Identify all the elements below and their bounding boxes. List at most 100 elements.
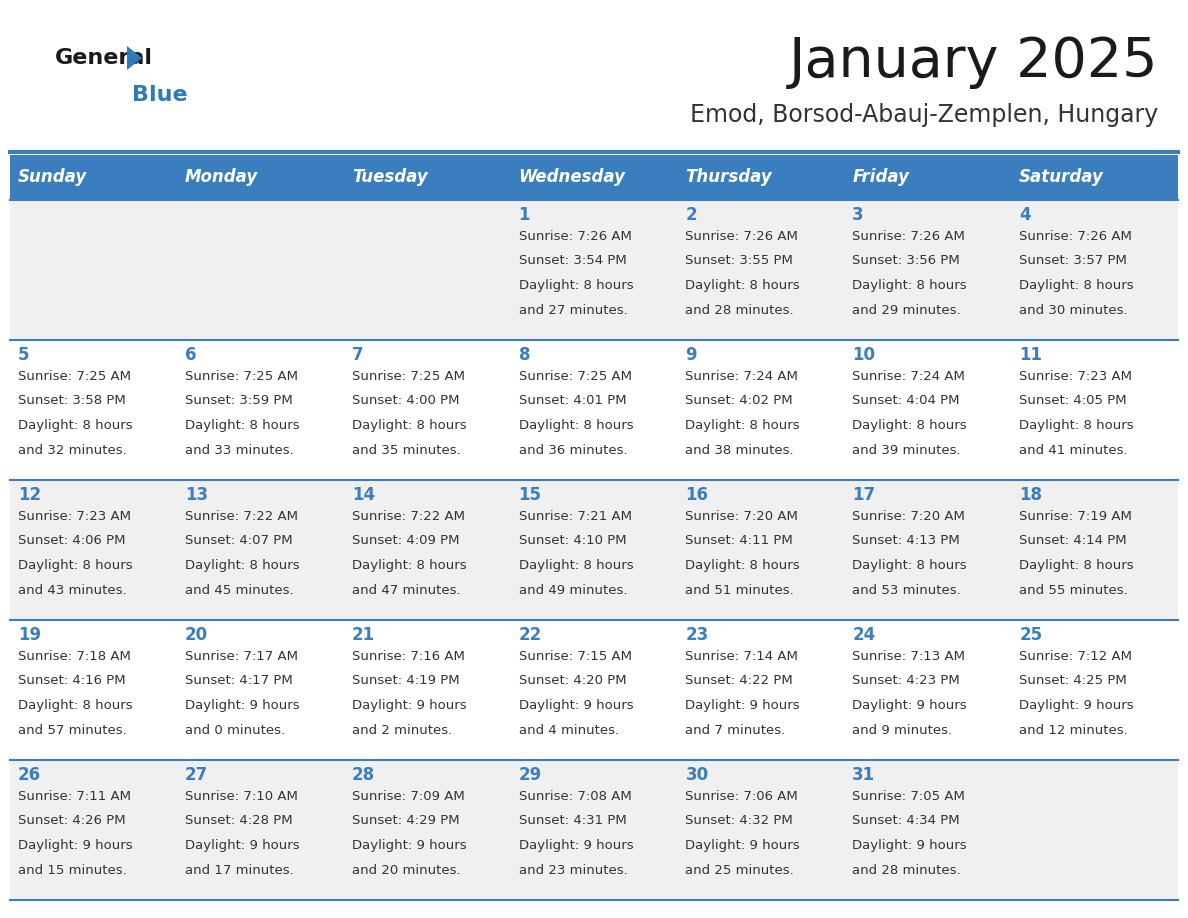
Text: Sunset: 3:56 PM: Sunset: 3:56 PM: [852, 254, 960, 267]
Text: Sunrise: 7:24 AM: Sunrise: 7:24 AM: [685, 370, 798, 383]
Text: and 55 minutes.: and 55 minutes.: [1019, 584, 1127, 597]
Text: Sunrise: 7:20 AM: Sunrise: 7:20 AM: [685, 510, 798, 523]
Text: 8: 8: [519, 346, 530, 364]
Text: Sunset: 4:01 PM: Sunset: 4:01 PM: [519, 395, 626, 408]
Text: and 25 minutes.: and 25 minutes.: [685, 864, 795, 877]
Text: and 49 minutes.: and 49 minutes.: [519, 584, 627, 597]
Text: Sunset: 4:02 PM: Sunset: 4:02 PM: [685, 395, 794, 408]
Text: 27: 27: [185, 766, 208, 784]
Text: Sunrise: 7:22 AM: Sunrise: 7:22 AM: [185, 510, 298, 523]
Text: 24: 24: [852, 626, 876, 644]
Text: Daylight: 8 hours: Daylight: 8 hours: [1019, 419, 1133, 432]
Text: Thursday: Thursday: [685, 169, 772, 186]
Text: 29: 29: [519, 766, 542, 784]
Text: and 39 minutes.: and 39 minutes.: [852, 443, 961, 456]
Text: Sunrise: 7:25 AM: Sunrise: 7:25 AM: [18, 370, 131, 383]
Text: Daylight: 8 hours: Daylight: 8 hours: [185, 559, 299, 572]
Text: 11: 11: [1019, 346, 1042, 364]
Text: and 17 minutes.: and 17 minutes.: [185, 864, 293, 877]
Text: Daylight: 9 hours: Daylight: 9 hours: [352, 699, 467, 712]
Text: Daylight: 8 hours: Daylight: 8 hours: [685, 559, 800, 572]
Text: Sunset: 4:22 PM: Sunset: 4:22 PM: [685, 675, 794, 688]
Text: Sunset: 4:23 PM: Sunset: 4:23 PM: [852, 675, 960, 688]
Bar: [10, 620, 1178, 760]
Text: and 35 minutes.: and 35 minutes.: [352, 443, 461, 456]
Text: 10: 10: [852, 346, 876, 364]
Text: 23: 23: [685, 626, 709, 644]
Text: Sunrise: 7:06 AM: Sunrise: 7:06 AM: [685, 790, 798, 803]
Bar: [10, 200, 1178, 340]
Text: Daylight: 9 hours: Daylight: 9 hours: [352, 839, 467, 852]
Text: Sunrise: 7:16 AM: Sunrise: 7:16 AM: [352, 650, 465, 663]
Bar: [10, 340, 1178, 480]
Text: Sunrise: 7:12 AM: Sunrise: 7:12 AM: [1019, 650, 1132, 663]
Text: Daylight: 8 hours: Daylight: 8 hours: [852, 419, 967, 432]
Text: Sunrise: 7:23 AM: Sunrise: 7:23 AM: [18, 510, 131, 523]
Text: January 2025: January 2025: [789, 35, 1158, 89]
Text: 22: 22: [519, 626, 542, 644]
Text: Sunrise: 7:26 AM: Sunrise: 7:26 AM: [519, 230, 632, 243]
Text: General: General: [55, 48, 153, 68]
Text: and 28 minutes.: and 28 minutes.: [852, 864, 961, 877]
Text: Sunrise: 7:25 AM: Sunrise: 7:25 AM: [352, 370, 465, 383]
Text: Sunset: 4:00 PM: Sunset: 4:00 PM: [352, 395, 460, 408]
Text: and 36 minutes.: and 36 minutes.: [519, 443, 627, 456]
Text: 20: 20: [185, 626, 208, 644]
Text: 16: 16: [685, 486, 708, 504]
Text: and 57 minutes.: and 57 minutes.: [18, 723, 127, 736]
Text: Emod, Borsod-Abauj-Zemplen, Hungary: Emod, Borsod-Abauj-Zemplen, Hungary: [690, 103, 1158, 127]
Text: Sunset: 3:58 PM: Sunset: 3:58 PM: [18, 395, 126, 408]
Text: Sunset: 3:59 PM: Sunset: 3:59 PM: [185, 395, 292, 408]
Text: Daylight: 9 hours: Daylight: 9 hours: [852, 699, 967, 712]
Text: Sunset: 4:13 PM: Sunset: 4:13 PM: [852, 534, 960, 547]
Text: and 47 minutes.: and 47 minutes.: [352, 584, 460, 597]
Text: and 4 minutes.: and 4 minutes.: [519, 723, 619, 736]
Text: 9: 9: [685, 346, 697, 364]
Text: Daylight: 8 hours: Daylight: 8 hours: [18, 559, 133, 572]
Text: Daylight: 9 hours: Daylight: 9 hours: [519, 839, 633, 852]
Text: Sunset: 4:05 PM: Sunset: 4:05 PM: [1019, 395, 1126, 408]
Text: and 7 minutes.: and 7 minutes.: [685, 723, 785, 736]
Text: Sunset: 4:25 PM: Sunset: 4:25 PM: [1019, 675, 1127, 688]
Text: Sunrise: 7:18 AM: Sunrise: 7:18 AM: [18, 650, 131, 663]
Bar: [10, 480, 1178, 620]
Text: Daylight: 9 hours: Daylight: 9 hours: [1019, 699, 1133, 712]
Text: Sunset: 4:19 PM: Sunset: 4:19 PM: [352, 675, 460, 688]
Text: and 9 minutes.: and 9 minutes.: [852, 723, 953, 736]
Text: and 28 minutes.: and 28 minutes.: [685, 304, 794, 317]
Text: and 30 minutes.: and 30 minutes.: [1019, 304, 1127, 317]
Text: Daylight: 8 hours: Daylight: 8 hours: [18, 699, 133, 712]
Text: and 23 minutes.: and 23 minutes.: [519, 864, 627, 877]
Text: Sunset: 4:26 PM: Sunset: 4:26 PM: [18, 814, 126, 827]
Text: Sunrise: 7:24 AM: Sunrise: 7:24 AM: [852, 370, 965, 383]
Text: Sunrise: 7:11 AM: Sunrise: 7:11 AM: [18, 790, 131, 803]
Text: 18: 18: [1019, 486, 1042, 504]
Text: and 15 minutes.: and 15 minutes.: [18, 864, 127, 877]
Text: 31: 31: [852, 766, 876, 784]
Text: and 53 minutes.: and 53 minutes.: [852, 584, 961, 597]
Text: Daylight: 9 hours: Daylight: 9 hours: [185, 699, 299, 712]
Text: Daylight: 8 hours: Daylight: 8 hours: [185, 419, 299, 432]
Bar: [10, 155, 1178, 200]
Text: and 2 minutes.: and 2 minutes.: [352, 723, 451, 736]
Text: Daylight: 8 hours: Daylight: 8 hours: [352, 559, 467, 572]
Text: Sunset: 3:57 PM: Sunset: 3:57 PM: [1019, 254, 1127, 267]
Text: and 0 minutes.: and 0 minutes.: [185, 723, 285, 736]
Text: Daylight: 8 hours: Daylight: 8 hours: [852, 559, 967, 572]
Text: 21: 21: [352, 626, 375, 644]
Text: Daylight: 9 hours: Daylight: 9 hours: [852, 839, 967, 852]
Text: Sunset: 3:54 PM: Sunset: 3:54 PM: [519, 254, 626, 267]
Text: Sunrise: 7:23 AM: Sunrise: 7:23 AM: [1019, 370, 1132, 383]
Text: Sunrise: 7:13 AM: Sunrise: 7:13 AM: [852, 650, 966, 663]
Text: Sunrise: 7:25 AM: Sunrise: 7:25 AM: [185, 370, 298, 383]
Text: 15: 15: [519, 486, 542, 504]
Text: and 41 minutes.: and 41 minutes.: [1019, 443, 1127, 456]
Text: Sunset: 4:04 PM: Sunset: 4:04 PM: [852, 395, 960, 408]
Text: 30: 30: [685, 766, 708, 784]
Text: Sunrise: 7:22 AM: Sunrise: 7:22 AM: [352, 510, 465, 523]
Text: 17: 17: [852, 486, 876, 504]
Text: and 45 minutes.: and 45 minutes.: [185, 584, 293, 597]
Text: 26: 26: [18, 766, 42, 784]
Text: Sunset: 4:14 PM: Sunset: 4:14 PM: [1019, 534, 1126, 547]
Text: 12: 12: [18, 486, 42, 504]
